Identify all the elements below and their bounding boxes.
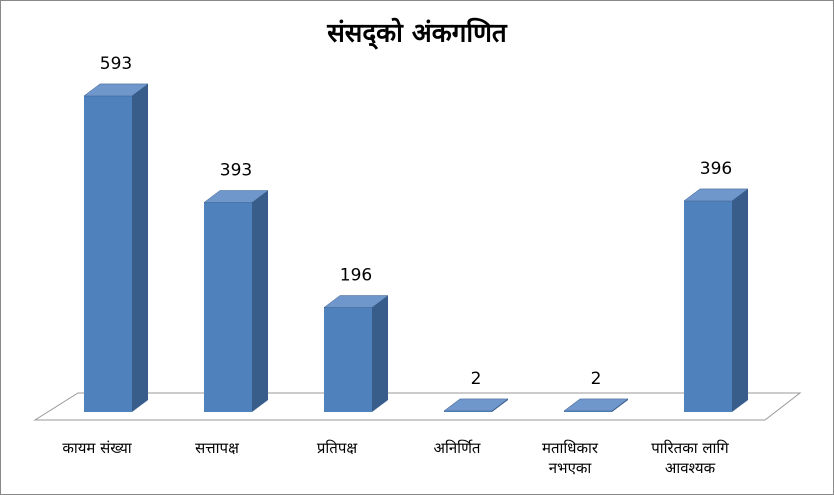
x-tick-label: अनिर्णित: [433, 439, 481, 457]
data-label: 593: [100, 54, 132, 74]
data-label: 393: [220, 161, 252, 181]
chart-title: संसद्को अंकगणित: [326, 18, 508, 51]
data-label: 2: [471, 369, 482, 389]
bar-side: [372, 295, 388, 412]
x-tick-label: प्रतिपक्ष: [316, 439, 358, 457]
bar: [564, 410, 612, 412]
bar-side: [252, 190, 268, 412]
bar-top: [203, 190, 269, 203]
bar: [684, 200, 732, 412]
data-label: 2: [591, 369, 602, 389]
bar-side: [732, 188, 748, 412]
x-tick-label: कायम संख्या: [62, 439, 132, 457]
x-tick-label: सत्तापक्ष: [195, 439, 239, 457]
bar-top: [443, 398, 509, 412]
bar-top: [323, 295, 389, 308]
bar: [324, 307, 372, 412]
bar: [204, 202, 252, 412]
x-tick-label: मताधिकार नभएका: [541, 439, 599, 477]
bar-top: [563, 398, 629, 412]
bar: [84, 95, 132, 412]
bar-top: [83, 83, 149, 97]
bar: [444, 410, 492, 412]
data-label: 396: [700, 159, 732, 179]
data-label: 196: [340, 266, 372, 286]
bar-top: [683, 188, 749, 202]
bar-side: [132, 83, 148, 412]
x-tick-label: पारितका लागि आवश्यक: [651, 439, 729, 477]
